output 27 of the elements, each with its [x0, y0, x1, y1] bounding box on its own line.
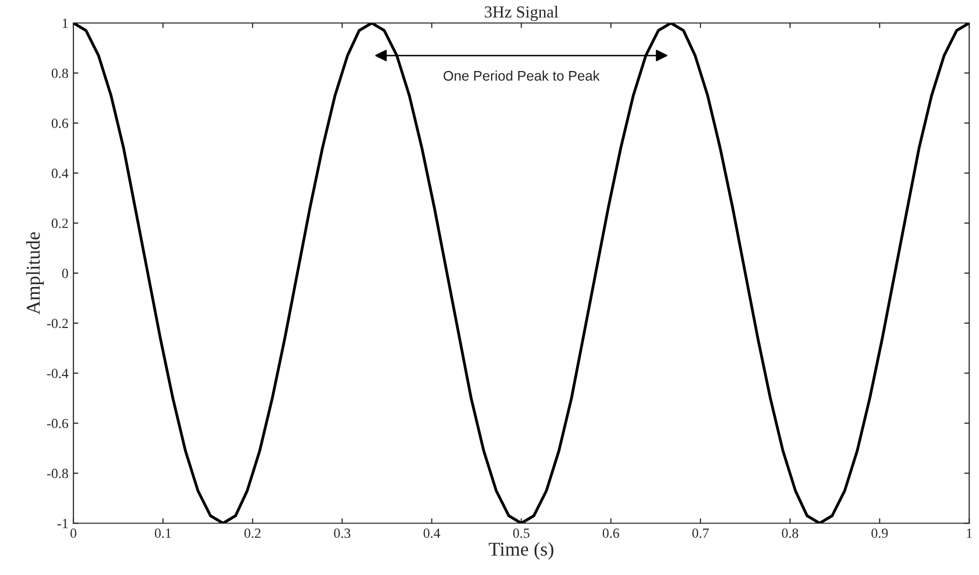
x-tick-label: 0	[70, 528, 76, 538]
y-tick-label: -0.2	[47, 318, 68, 328]
y-tick-label: 0.6	[52, 118, 68, 128]
y-tick-label: 1	[62, 18, 68, 28]
annotation: One Period Peak to Peak	[444, 70, 600, 81]
y-tick-label: -0.8	[47, 468, 68, 478]
x-tick-label: 0.8	[782, 528, 798, 538]
x-tick-label: 0.1	[154, 528, 171, 538]
x-tick-label: 0.3	[334, 528, 350, 538]
y-axis-title: Amplitude	[26, 232, 44, 315]
x-tick-label: 0.6	[602, 528, 620, 538]
y-tick-label: 0.2	[52, 218, 68, 228]
x-tick-label: 0.4	[424, 528, 440, 538]
x-tick-label: 0.9	[871, 528, 888, 538]
line-series	[73, 23, 970, 524]
x-axis-title: Time (s)	[488, 542, 554, 560]
y-tick-label: -0.6	[47, 418, 68, 428]
x-tick-label: 1	[966, 528, 972, 538]
y-tick-label: 0.4	[52, 168, 68, 178]
y-tick-label: 0	[62, 268, 68, 278]
x-tick-label: 0.5	[513, 528, 530, 538]
chart-title: 3Hz Signal	[484, 6, 558, 22]
y-tick-label: -1	[58, 518, 68, 528]
x-tick-label: 0.7	[692, 528, 709, 538]
y-tick-label: 0.8	[52, 68, 68, 78]
x-tick-label: 0.2	[244, 528, 260, 538]
y-tick-label: -0.4	[47, 368, 68, 378]
